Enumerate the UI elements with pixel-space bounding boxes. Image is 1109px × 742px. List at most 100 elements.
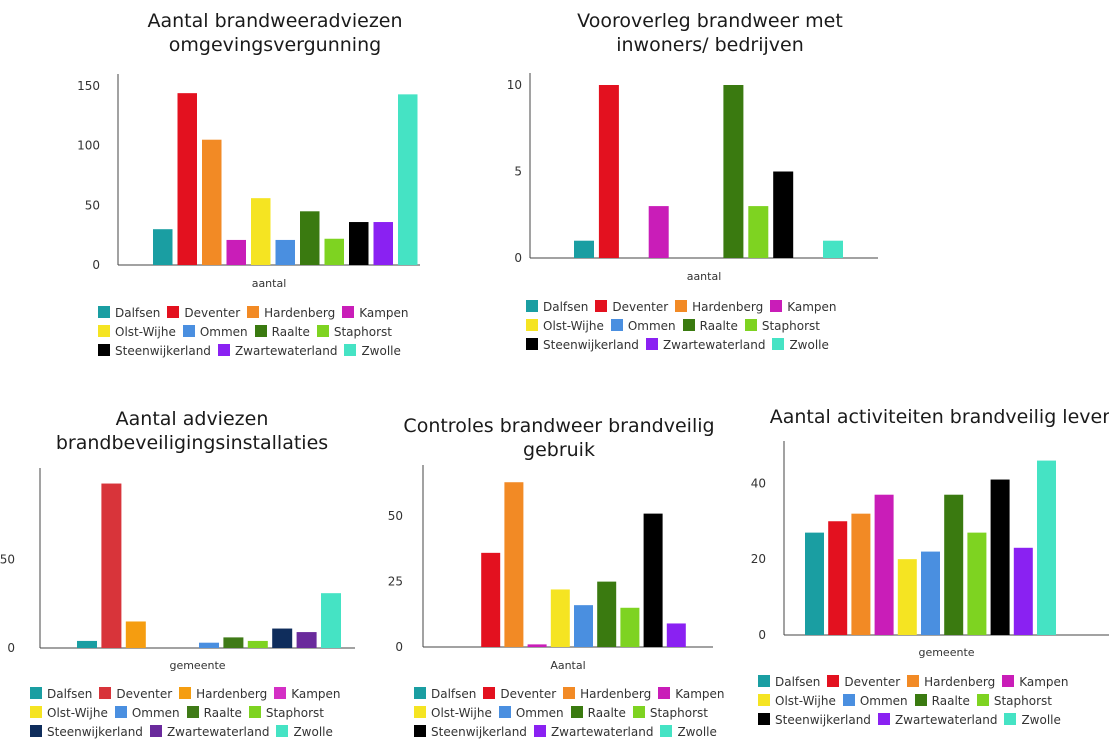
legend-item-hardenberg[interactable]: Hardenberg <box>907 673 995 692</box>
legend-item-kampen[interactable]: Kampen <box>1002 673 1069 692</box>
legend-swatch <box>342 306 355 318</box>
legend-item-steenwijkerland[interactable]: Steenwijkerland <box>414 723 527 742</box>
legend-item-ommen[interactable]: Ommen <box>610 317 676 336</box>
legend-swatch <box>595 300 608 312</box>
legend-item-staphorst[interactable]: Staphorst <box>976 692 1052 711</box>
legend-swatch <box>274 687 287 699</box>
legend-item-deventer[interactable]: Deventer <box>827 673 900 692</box>
legend-item-ommen[interactable]: Ommen <box>842 692 908 711</box>
legend-item-zwolle[interactable]: Zwolle <box>772 336 829 355</box>
chart-controles: Controles brandweer brandveilig gebruik … <box>388 400 750 742</box>
legend-item-deventer[interactable]: Deventer <box>595 298 668 317</box>
legend-label: Steenwijkerland <box>431 725 527 739</box>
legend-item-hardenberg[interactable]: Hardenberg <box>563 685 651 704</box>
bar-staphorst <box>324 238 344 265</box>
legend-label: Zwolle <box>1021 713 1061 727</box>
legend-swatch <box>179 687 192 699</box>
legend-item-dalfsen[interactable]: Dalfsen <box>414 685 476 704</box>
legend-item-kampen[interactable]: Kampen <box>658 685 725 704</box>
chart-brandbeveiligingsinstallaties: Aantal adviezen brandbeveiligingsinstall… <box>0 400 390 742</box>
legend-item-dalfsen[interactable]: Dalfsen <box>98 304 160 323</box>
legend-item-ommen[interactable]: Ommen <box>498 704 564 723</box>
legend-item-olst-wijhe[interactable]: Olst-Wijhe <box>526 317 604 336</box>
legend-item-deventer[interactable]: Deventer <box>99 685 172 704</box>
legend-swatch <box>98 344 110 356</box>
legend-item-zwartewaterland[interactable]: Zwartewaterland <box>149 723 269 742</box>
legend-label: Kampen <box>359 306 409 320</box>
legend-item-steenwijkerland[interactable]: Steenwijkerland <box>30 723 143 742</box>
bar-steenwijkerland <box>349 222 369 265</box>
chart-brandveilig-leven: Aantal activiteiten brandveilig leven 0 2… <box>750 400 1109 742</box>
legend-item-staphorst[interactable]: Staphorst <box>316 323 392 342</box>
legend-label: Olst-Wijhe <box>115 325 176 339</box>
y-tick-label: 10 <box>507 78 522 92</box>
bar-zwolle <box>1037 460 1056 635</box>
legend-swatch <box>526 300 538 312</box>
legend-item-olst-wijhe[interactable]: Olst-Wijhe <box>98 323 176 342</box>
legend-row: Dalfsen Deventer Hardenberg Kampen <box>30 685 348 704</box>
chart-title: Vooroverleg brandweer met inwoners/ bedr… <box>577 10 843 56</box>
x-axis-label: aantal <box>252 277 287 290</box>
legend-item-kampen[interactable]: Kampen <box>770 298 837 317</box>
legend-item-ommen[interactable]: Ommen <box>114 704 180 723</box>
legend-item-staphorst[interactable]: Staphorst <box>632 704 708 723</box>
chart-plot: 0 20 40 gemeente <box>751 441 1109 659</box>
legend-label: Raalte <box>699 319 738 333</box>
legend-item-deventer[interactable]: Deventer <box>483 685 556 704</box>
legend-item-hardenberg[interactable]: Hardenberg <box>675 298 763 317</box>
legend-label: Steenwijkerland <box>115 344 211 358</box>
legend-item-zwartewaterland[interactable]: Zwartewaterland <box>217 342 337 361</box>
legend-item-kampen[interactable]: Kampen <box>342 304 409 323</box>
legend-item-zwolle[interactable]: Zwolle <box>1004 711 1061 730</box>
legend-item-hardenberg[interactable]: Hardenberg <box>179 685 267 704</box>
legend-item-raalte[interactable]: Raalte <box>570 704 626 723</box>
legend-item-staphorst[interactable]: Staphorst <box>744 317 820 336</box>
legend-item-ommen[interactable]: Ommen <box>182 323 248 342</box>
legend-item-zwartewaterland[interactable]: Zwartewaterland <box>533 723 653 742</box>
legend-swatch <box>772 338 785 350</box>
legend-item-dalfsen[interactable]: Dalfsen <box>526 298 588 317</box>
legend-item-olst-wijhe[interactable]: Olst-Wijhe <box>758 692 836 711</box>
legend-item-raalte[interactable]: Raalte <box>682 317 738 336</box>
legend-item-steenwijkerland[interactable]: Steenwijkerland <box>98 342 211 361</box>
legend-item-deventer[interactable]: Deventer <box>167 304 240 323</box>
bar-zwartewaterland <box>373 222 393 265</box>
legend-swatch <box>827 675 840 687</box>
y-tick-label: 50 <box>388 509 403 523</box>
legend-item-olst-wijhe[interactable]: Olst-Wijhe <box>414 704 492 723</box>
legend-item-zwolle[interactable]: Zwolle <box>660 723 717 742</box>
bar-olst-wijhe <box>251 198 271 265</box>
legend-row: Dalfsen Deventer Hardenberg Kampen <box>526 298 844 317</box>
legend-swatch <box>186 706 199 718</box>
legend-item-raalte[interactable]: Raalte <box>186 704 242 723</box>
legend-row: Olst-Wijhe Ommen Raalte Staphorst <box>526 317 844 336</box>
legend-label: Ommen <box>515 706 564 720</box>
legend-item-zwartewaterland[interactable]: Zwartewaterland <box>877 711 997 730</box>
legend-swatch <box>98 306 110 318</box>
legend-label: Olst-Wijhe <box>543 319 604 333</box>
legend-item-dalfsen[interactable]: Dalfsen <box>758 673 820 692</box>
legend-item-staphorst[interactable]: Staphorst <box>248 704 324 723</box>
legend-label: Hardenberg <box>924 675 996 689</box>
legend-item-raalte[interactable]: Raalte <box>914 692 970 711</box>
legend-item-raalte[interactable]: Raalte <box>254 323 310 342</box>
legend-item-steenwijkerland[interactable]: Steenwijkerland <box>758 711 871 730</box>
y-tick-label: 50 <box>0 553 15 567</box>
legend-label: Dalfsen <box>775 675 821 689</box>
legend-item-zwartewaterland[interactable]: Zwartewaterland <box>645 336 765 355</box>
legend-label: Deventer <box>500 687 557 701</box>
legend-label: Zwolle <box>293 725 333 739</box>
legend-swatch <box>632 706 645 718</box>
legend-item-kampen[interactable]: Kampen <box>274 685 341 704</box>
legend-item-zwolle[interactable]: Zwolle <box>344 342 401 361</box>
legend-item-hardenberg[interactable]: Hardenberg <box>247 304 335 323</box>
legend-item-olst-wijhe[interactable]: Olst-Wijhe <box>30 704 108 723</box>
legend-swatch <box>744 319 757 331</box>
legend-swatch <box>645 338 658 350</box>
legend-item-zwolle[interactable]: Zwolle <box>276 723 333 742</box>
legend-row: Olst-Wijhe Ommen Raalte Staphorst <box>758 692 1076 711</box>
legend-item-steenwijkerland[interactable]: Steenwijkerland <box>526 336 639 355</box>
legend-swatch <box>344 344 357 356</box>
legend-item-dalfsen[interactable]: Dalfsen <box>30 685 92 704</box>
bar-deventer <box>828 521 848 635</box>
